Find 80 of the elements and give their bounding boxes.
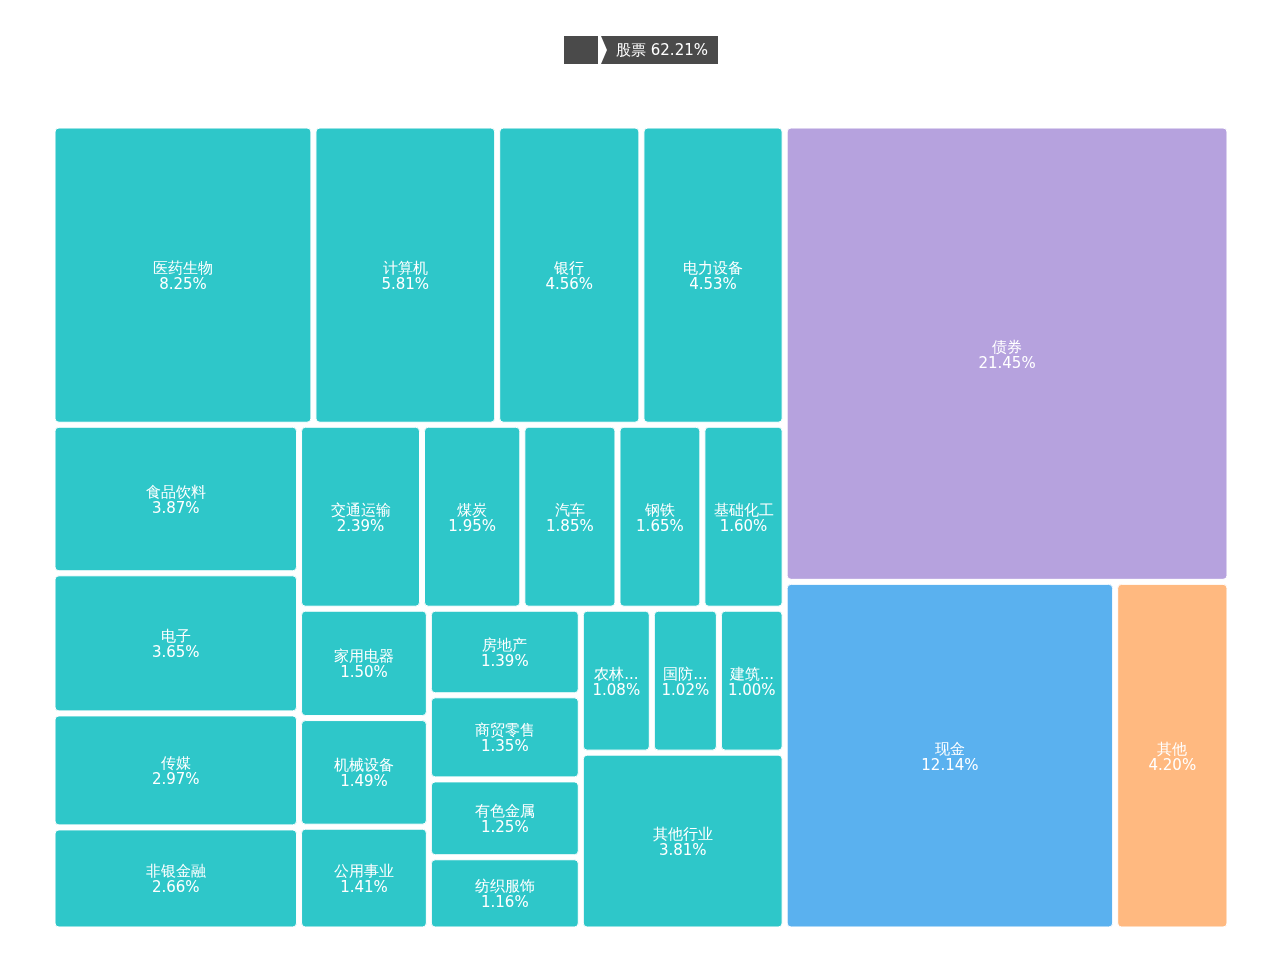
node: 有色金属 1.25% (430, 781, 579, 856)
node: 国防... 1.02% (653, 610, 717, 751)
category-label: 基础化工 (713, 500, 774, 519)
node: 电力设备 4.53% (643, 127, 783, 423)
category-label: 汽车 (554, 500, 585, 519)
category-label: 煤炭 (457, 500, 488, 519)
node: 汽车 1.85% (524, 426, 616, 607)
data-label: 21.45% (978, 353, 1036, 372)
node: 食品饮料 3.87% (54, 426, 298, 572)
category-label: 现金 (934, 739, 965, 758)
node: 纺织服饰 1.16% (430, 859, 579, 928)
data-label: 1.39% (481, 652, 529, 670)
data-label: 1.41% (340, 878, 388, 897)
category-label: 医药生物 (152, 259, 213, 278)
node: 公用事业 1.41% (301, 828, 427, 928)
category-label: 电力设备 (683, 259, 744, 278)
category-label: 食品饮料 (145, 483, 206, 502)
data-label: 1.85% (546, 516, 594, 535)
category-label: 房地产 (482, 636, 528, 654)
category-label: 钢铁 (643, 500, 675, 519)
data-label: 1.50% (340, 663, 388, 682)
node: 家用电器 1.50% (301, 610, 427, 717)
data-label: 4.20% (1148, 755, 1197, 774)
category-label: 有色金属 (474, 802, 535, 821)
node: 钢铁 1.65% (619, 426, 701, 607)
category-label: 银行 (553, 259, 585, 278)
data-label: 5.81% (381, 275, 430, 294)
node: 计算机 5.81% (315, 127, 496, 423)
data-label: 1.02% (661, 680, 710, 699)
node: 煤炭 1.95% (424, 426, 521, 607)
data-label: 1.35% (481, 737, 529, 756)
node: 其他 4.20% (1117, 583, 1228, 928)
data-label: 1.65% (636, 516, 684, 535)
node: 传媒 2.97% (54, 715, 298, 826)
data-label: 2.66% (151, 878, 200, 897)
data-label: 1.00% (727, 680, 776, 699)
data-label: 2.97% (151, 770, 200, 789)
data-label: 1.25% (481, 818, 529, 837)
text: 股票 62.21% (616, 41, 708, 59)
category-label: 农林... (594, 664, 639, 683)
category-label: 国防... (663, 664, 708, 683)
data-label: 1.49% (340, 772, 388, 791)
node: 医药生物 8.25% (54, 127, 312, 423)
node: 银行 4.56% (499, 127, 640, 423)
category-label: 建筑... (728, 664, 774, 683)
category-label: 机械设备 (333, 756, 394, 775)
node: 农林... 1.08% (582, 610, 650, 751)
node: 房地产 1.39% (430, 610, 579, 694)
node: 非银金融 2.66% (54, 829, 298, 928)
data-label: 1.60% (719, 516, 768, 535)
category-label: 商贸零售 (474, 721, 535, 740)
data-label: 4.53% (689, 275, 737, 294)
data-label: 12.14% (921, 755, 979, 774)
node: 交通运输 2.39% (301, 426, 420, 607)
data-label: 3.65% (151, 643, 200, 662)
node: 商贸零售 1.35% (430, 697, 579, 778)
node: 其他行业 3.81% (582, 754, 783, 928)
node: 建筑... 1.00% (720, 610, 783, 751)
data-label: 1.16% (481, 893, 529, 912)
category-label: 家用电器 (333, 647, 394, 666)
node: 电子 3.65% (54, 575, 298, 712)
category-label: 公用事业 (333, 862, 394, 881)
data-label: 8.25% (159, 275, 207, 294)
data-label: 3.87% (151, 499, 200, 518)
node: 债券 21.45% (786, 127, 1228, 580)
category-label: 计算机 (382, 259, 428, 278)
node: 机械设备 1.49% (301, 720, 427, 825)
category-label: 债券 (992, 337, 1023, 356)
category-label: 交通运输 (330, 500, 391, 519)
category-label: 纺织服饰 (474, 877, 535, 896)
data-label: 3.81% (658, 841, 707, 860)
node: 现金 12.14% (786, 583, 1114, 928)
data-label: 4.56% (545, 275, 594, 294)
category-label: 传媒 (160, 754, 191, 773)
category-label: 非银金融 (145, 862, 206, 881)
category-label: 其他行业 (652, 825, 713, 844)
node: 基础化工 1.60% (704, 426, 783, 607)
category-label: 其他 (1157, 739, 1188, 758)
category-label: 电子 (160, 627, 191, 646)
data-label: 1.08% (592, 680, 641, 699)
